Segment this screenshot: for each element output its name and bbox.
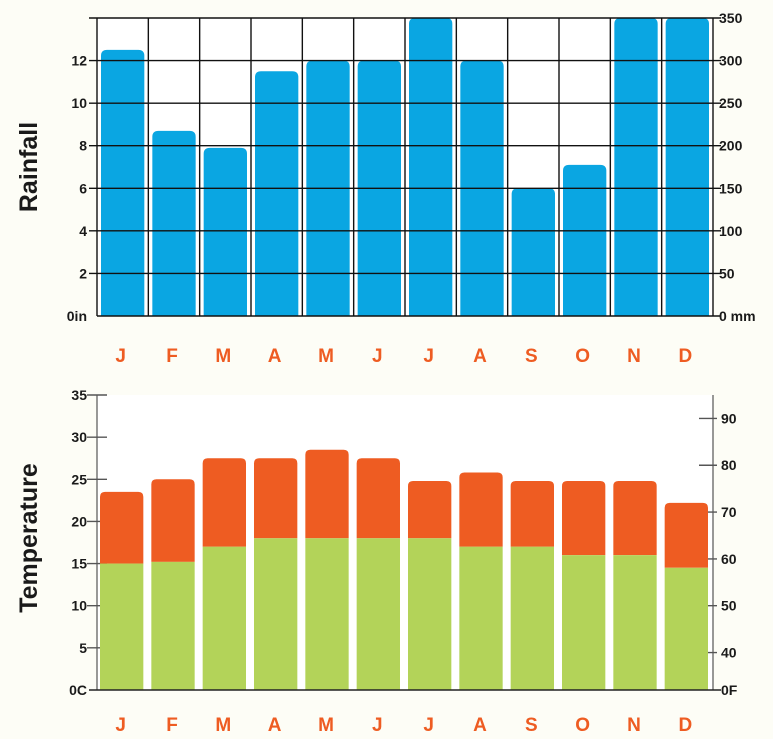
temp-month-label: A <box>473 715 487 736</box>
temp-low-bar <box>100 563 144 690</box>
temp-left-tick-label: 30 <box>71 429 87 445</box>
temp-right-tick-label: 50 <box>721 598 737 614</box>
temp-high-bar <box>100 491 144 564</box>
temp-low-bar <box>202 546 246 690</box>
rain-bar <box>665 18 709 316</box>
temp-month-label: N <box>627 715 641 736</box>
rain-right-tick-label: 300 <box>719 53 743 69</box>
rain-left-tick-label: 0in <box>67 308 87 324</box>
temp-low-bar <box>510 546 554 690</box>
rain-month-label: J <box>372 346 383 367</box>
temp-left-tick-label: 25 <box>71 471 87 487</box>
rain-left-tick-label: 10 <box>71 95 87 111</box>
temperature-chart: 0C 5 10 15 20 25 30 35 0F 40 50 60 70 80 90 Temperature… <box>15 387 738 736</box>
temp-high-bar <box>356 458 400 539</box>
temp-low-bar <box>459 546 503 690</box>
temp-left-tick-label: 15 <box>71 556 87 572</box>
rain-month-label: M <box>215 346 231 367</box>
temp-month-label: M <box>215 715 231 736</box>
rain-bar <box>511 188 555 316</box>
rain-right-tick-label: 50 <box>719 265 735 281</box>
rain-bar <box>563 164 607 316</box>
temp-low-bar <box>356 538 400 690</box>
rain-left-tick-label: 8 <box>79 138 87 154</box>
temp-left-tick-label: 20 <box>71 513 87 529</box>
temp-low-bar <box>408 538 452 690</box>
temp-right-tick-label: 40 <box>721 645 737 661</box>
rain-left-tick-label: 2 <box>79 265 87 281</box>
rain-bar <box>614 18 658 316</box>
rain-left-tick-label: 4 <box>79 223 87 239</box>
rain-month-label: A <box>268 346 282 367</box>
temp-high-bar <box>408 480 452 539</box>
temp-month-label: F <box>166 715 178 736</box>
temp-low-bar <box>151 561 195 690</box>
rain-right-tick-label: 350 <box>719 10 743 26</box>
rain-month-label: D <box>678 346 692 367</box>
temp-plot-area <box>97 395 713 690</box>
temp-low-bar <box>305 538 349 690</box>
temp-high-bar <box>613 480 657 556</box>
temp-month-label: S <box>525 715 538 736</box>
temp-low-bar <box>664 567 708 690</box>
temp-month-label: M <box>318 715 334 736</box>
temp-month-label: O <box>575 715 590 736</box>
rain-bar <box>101 49 145 317</box>
rain-left-tick-label: 6 <box>79 180 87 196</box>
temp-high-bar <box>459 472 503 547</box>
rain-right-tick-label: 200 <box>719 138 743 154</box>
temp-high-bar <box>664 502 708 568</box>
temp-right-tick-label: 80 <box>721 457 737 473</box>
rain-right-tick-label: 150 <box>719 180 743 196</box>
temp-high-bar <box>510 480 554 547</box>
temp-right-tick-label: 70 <box>721 504 737 520</box>
temp-left-tick-label: 35 <box>71 387 87 403</box>
rain-month-label: A <box>473 346 487 367</box>
rain-left-tick-label: 12 <box>71 53 87 69</box>
temp-high-bar <box>202 458 246 547</box>
temp-month-label: J <box>115 715 126 736</box>
rain-month-label: N <box>627 346 641 367</box>
temp-month-label: J <box>423 715 434 736</box>
rain-bar <box>409 18 453 316</box>
rain-month-label: J <box>423 346 434 367</box>
temp-right-tick-label: 90 <box>721 410 737 426</box>
rain-y-axis-label: Rainfall <box>15 122 43 212</box>
temp-high-bar <box>254 458 298 539</box>
rain-month-label: O <box>575 346 590 367</box>
temp-right-tick-label: 0F <box>721 682 738 698</box>
temp-month-label: J <box>372 715 383 736</box>
rain-bar <box>203 147 247 316</box>
temp-low-bar <box>562 555 606 690</box>
temp-high-bar <box>562 480 606 556</box>
rain-month-label: J <box>115 346 126 367</box>
temp-left-tick-label: 5 <box>79 640 87 656</box>
rain-month-label: S <box>525 346 538 367</box>
temp-right-tick-label: 60 <box>721 551 737 567</box>
temp-month-label: A <box>268 715 282 736</box>
rain-bar <box>255 71 299 316</box>
rain-bar <box>152 130 196 316</box>
temp-high-bar <box>151 479 195 562</box>
temp-high-bar <box>305 449 349 539</box>
temp-month-label: D <box>678 715 692 736</box>
rain-month-label: M <box>318 346 334 367</box>
rain-right-tick-label: 250 <box>719 95 743 111</box>
rain-right-tick-label: 100 <box>719 223 743 239</box>
temp-left-tick-label: 10 <box>71 598 87 614</box>
temp-low-bar <box>254 538 298 690</box>
rain-month-label: F <box>166 346 178 367</box>
temp-left-tick-label: 0C <box>69 682 87 698</box>
temp-low-bar <box>613 555 657 690</box>
rainfall-chart: 0in 2 4 6 8 10 12 0 mm 50 100 150 200 250 300 350 Rainf… <box>15 10 756 367</box>
rain-right-tick-label: 0 mm <box>719 308 756 324</box>
temp-y-axis-label: Temperature <box>15 463 43 613</box>
